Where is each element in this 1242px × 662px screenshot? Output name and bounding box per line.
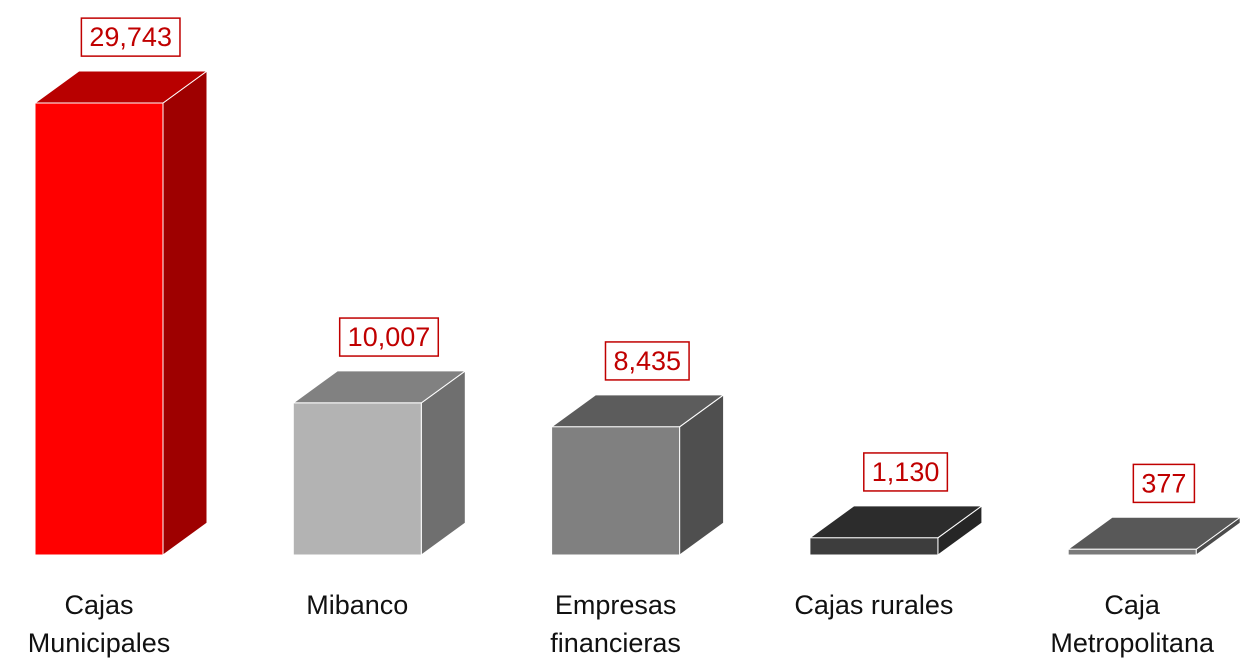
bar-front [809,537,939,556]
bar-side [162,70,208,556]
bar-top [1066,516,1242,550]
value-label-box [604,341,690,381]
value-label-box [1132,463,1196,504]
value-label: 1,130 [872,457,940,487]
value-label-box [863,452,949,492]
value-label: 8,435 [613,346,681,376]
bar-front [1067,548,1197,556]
bar-front [551,426,681,556]
bar-front [292,402,422,556]
value-label-box [338,317,440,357]
category-label: Cajas Municipales [27,590,171,658]
value-label-box [80,17,181,57]
category-label: Empresas financieras [550,590,681,658]
category-label: Mibanco [306,590,409,620]
value-label: 29,743 [89,22,172,52]
category-label: Caja Metropolitana [1050,590,1214,658]
bar-front [34,102,164,556]
category-label: Cajas rurales [794,590,954,620]
value-label: 10,007 [348,322,431,352]
value-label: 377 [1141,468,1186,498]
